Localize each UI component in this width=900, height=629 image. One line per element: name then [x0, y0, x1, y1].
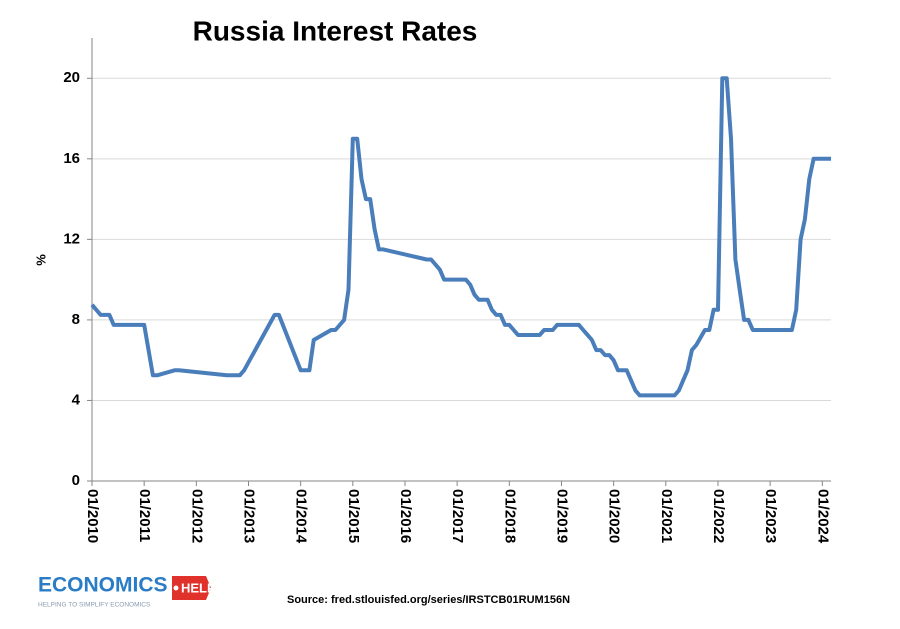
x-tick-label: 01/2021 — [658, 489, 675, 543]
x-tick-label: 01/2010 — [84, 489, 101, 543]
y-tick-label: 4 — [72, 391, 81, 408]
y-axis-label: % — [33, 254, 48, 266]
y-tick-label: 8 — [72, 311, 80, 328]
y-tick-label: 16 — [63, 150, 80, 167]
x-tick-label: 01/2016 — [397, 489, 414, 543]
y-tick-label: 0 — [72, 472, 80, 489]
logo-tag-hole — [173, 585, 179, 591]
x-tick-label: 01/2018 — [501, 489, 518, 543]
logo-tag-shape — [172, 576, 211, 600]
logo-name: ECONOMICS — [38, 574, 168, 597]
x-tick-label: 01/2017 — [449, 489, 466, 543]
logo-tag: HELP — [181, 580, 216, 595]
x-tick-label: 01/2023 — [762, 489, 779, 543]
x-tick-label: 01/2013 — [241, 489, 258, 543]
x-tick-label: 01/2022 — [710, 489, 727, 543]
x-tick-label: 01/2014 — [293, 489, 310, 544]
x-tick-label: 01/2015 — [345, 489, 362, 543]
source-note: Source: fred.stlouisfed.org/series/IRSTC… — [287, 594, 570, 606]
x-tick-label: 01/2019 — [554, 489, 571, 543]
x-tick-label: 01/2024 — [814, 489, 831, 544]
chart-title: Russia Interest Rates — [193, 15, 478, 46]
x-tick-label: 01/2012 — [188, 489, 205, 543]
data-line — [90, 76, 831, 398]
x-tick-label: 01/2011 — [136, 489, 153, 542]
y-tick-label: 20 — [63, 69, 80, 86]
logo-tagline: HELPING TO SIMPLIFY ECONOMICS — [38, 602, 151, 609]
logo: ECONOMICS HELP HELPING TO SIMPLIFY ECONO… — [38, 574, 216, 609]
y-tick-label: 12 — [63, 230, 80, 247]
x-tick-label: 01/2020 — [606, 489, 623, 543]
